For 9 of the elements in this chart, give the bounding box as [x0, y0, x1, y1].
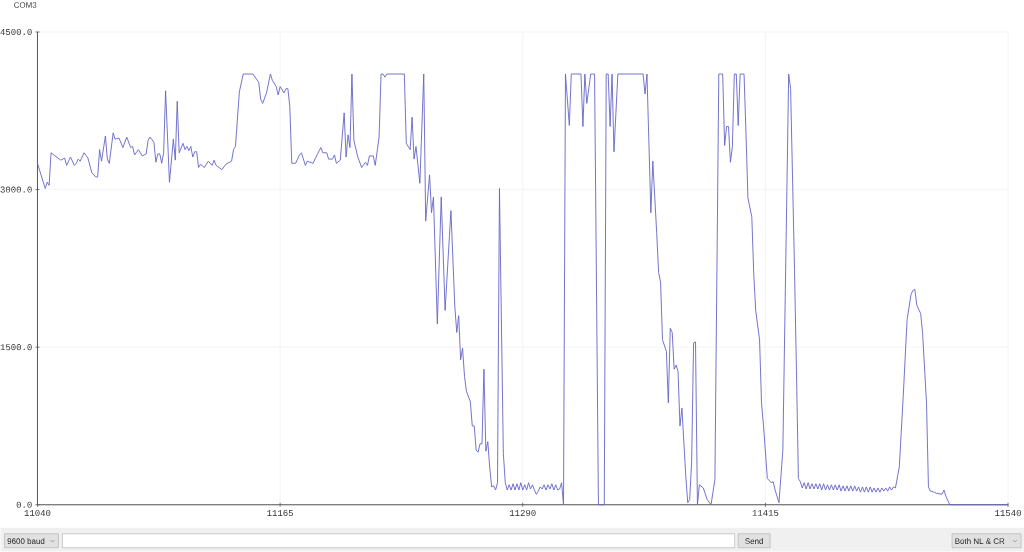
- x-tick-label: 11290: [509, 510, 536, 517]
- x-tick-label: 11415: [752, 510, 779, 517]
- y-tick-label: 3000.0: [0, 186, 32, 193]
- x-tick-label: 11540: [995, 510, 1021, 517]
- x-tick-label: 11165: [267, 510, 293, 517]
- y-tick-label: 1500.0: [0, 344, 32, 351]
- x-tick-label: 11040: [24, 510, 51, 517]
- y-tick-label: 4500.0: [0, 29, 32, 36]
- y-tick-label: 0.0: [16, 501, 32, 508]
